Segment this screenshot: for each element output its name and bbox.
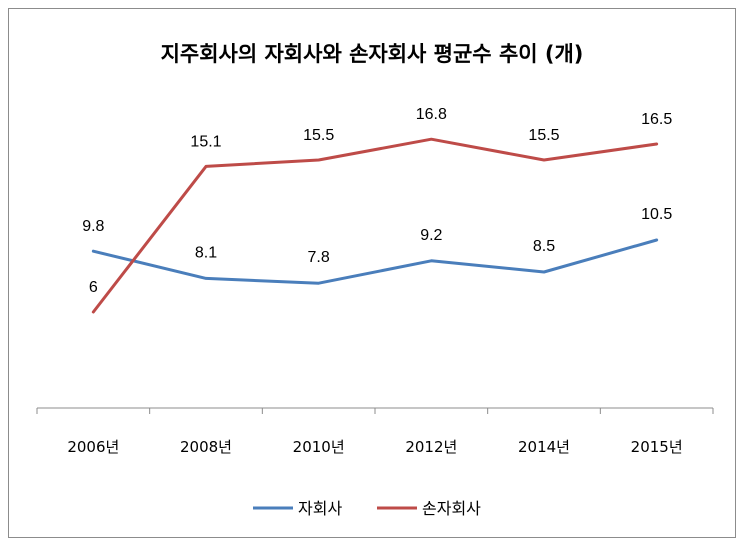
series-line-2 — [91, 137, 659, 314]
data-label: 10.5 — [641, 206, 672, 223]
legend-label: 손자회사 — [422, 499, 481, 518]
data-label: 8.5 — [533, 238, 555, 255]
x-tick-label: 2012년 — [405, 438, 457, 456]
series-line-1 — [91, 238, 659, 285]
x-tick-label: 2010년 — [293, 438, 345, 456]
data-label: 15.5 — [528, 127, 559, 144]
legend-label: 자회사 — [298, 499, 342, 518]
x-tick-label: 2006년 — [67, 438, 119, 456]
x-tick-label: 2014년 — [518, 438, 570, 456]
data-label: 8.1 — [195, 244, 217, 261]
data-label: 16.5 — [641, 111, 672, 128]
data-label: 9.2 — [420, 227, 442, 244]
data-label: 9.8 — [82, 218, 104, 235]
x-tick-label: 2015년 — [631, 438, 683, 456]
data-label: 6 — [89, 279, 98, 296]
x-tick-label: 2008년 — [180, 438, 232, 456]
chart-title: 지주회사의 자회사와 손자회사 평균수 추이 (개) — [160, 42, 584, 66]
data-label: 7.8 — [308, 249, 330, 266]
data-label: 16.8 — [416, 106, 447, 123]
data-label: 15.5 — [303, 127, 334, 144]
data-label: 15.1 — [190, 133, 221, 150]
